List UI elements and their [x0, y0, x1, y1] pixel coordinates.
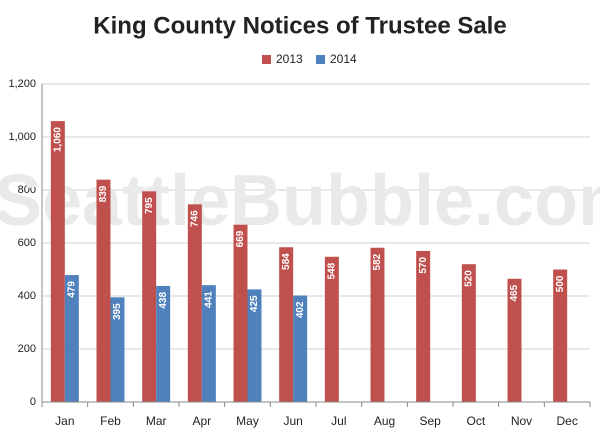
data-label: 1,060 — [52, 127, 63, 152]
bar — [110, 297, 125, 402]
data-label: 795 — [144, 197, 155, 214]
bar — [553, 269, 568, 402]
y-tick-label: 1,200 — [8, 78, 36, 90]
legend-swatch — [262, 55, 271, 64]
x-tick-label: Jul — [331, 414, 346, 428]
data-label: 746 — [189, 210, 200, 227]
data-label: 465 — [509, 284, 520, 301]
data-label: 438 — [158, 291, 169, 308]
bar — [201, 285, 216, 402]
data-label: 441 — [203, 291, 214, 308]
bar — [293, 295, 308, 402]
data-label: 425 — [249, 295, 260, 312]
x-tick-label: Aug — [374, 414, 395, 428]
y-tick-label: 200 — [18, 343, 36, 355]
x-tick-label: Mar — [146, 414, 167, 428]
bar — [50, 121, 65, 402]
bar — [324, 256, 339, 402]
data-label: 395 — [112, 303, 123, 320]
bar — [247, 289, 262, 402]
bar — [233, 224, 248, 402]
x-tick-label: Dec — [556, 414, 577, 428]
x-tick-label: Jun — [283, 414, 302, 428]
legend-label: 2014 — [330, 52, 357, 66]
data-label: 520 — [463, 270, 474, 287]
bar — [461, 264, 476, 402]
data-label: 402 — [295, 301, 306, 318]
y-tick-label: 600 — [18, 237, 36, 249]
bar — [416, 250, 431, 402]
x-tick-label: May — [236, 414, 259, 428]
bar — [142, 191, 157, 402]
x-tick-label: Oct — [466, 414, 485, 428]
y-tick-label: 800 — [18, 184, 36, 196]
y-tick-label: 400 — [18, 290, 36, 302]
chart-title: King County Notices of Trustee Sale — [93, 12, 506, 39]
watermark: SeattleBubble.com — [0, 161, 600, 241]
legend-label: 2013 — [276, 52, 303, 66]
x-tick-label: Sep — [419, 414, 441, 428]
data-label: 584 — [281, 253, 292, 270]
y-tick-label: 0 — [30, 396, 36, 408]
bar — [187, 204, 202, 402]
data-label: 839 — [98, 185, 109, 202]
x-tick-label: Apr — [192, 414, 211, 428]
x-tick-label: Jan — [55, 414, 74, 428]
bar — [507, 278, 522, 402]
x-tick-label: Nov — [511, 414, 532, 428]
data-label: 500 — [555, 275, 566, 292]
bar — [156, 285, 171, 402]
bar — [64, 275, 79, 402]
x-tick-label: Feb — [100, 414, 121, 428]
bar — [279, 247, 294, 402]
y-tick-label: 1,000 — [8, 131, 36, 143]
data-label: 548 — [326, 262, 337, 279]
legend-swatch — [316, 55, 325, 64]
data-label: 582 — [372, 253, 383, 270]
data-label: 479 — [66, 281, 77, 298]
data-label: 570 — [418, 257, 429, 274]
bar — [370, 247, 385, 402]
bar — [96, 179, 111, 402]
data-label: 669 — [235, 230, 246, 247]
